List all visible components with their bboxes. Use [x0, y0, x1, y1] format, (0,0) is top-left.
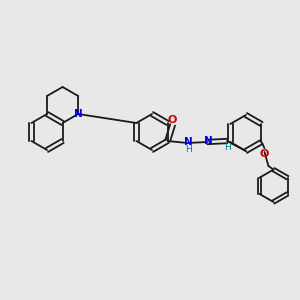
Text: H: H: [225, 143, 231, 152]
Text: O: O: [260, 149, 269, 159]
Text: O: O: [168, 115, 177, 125]
Text: N: N: [204, 136, 213, 146]
Text: N: N: [184, 137, 193, 147]
Text: N: N: [74, 109, 82, 119]
Text: H: H: [185, 146, 192, 154]
